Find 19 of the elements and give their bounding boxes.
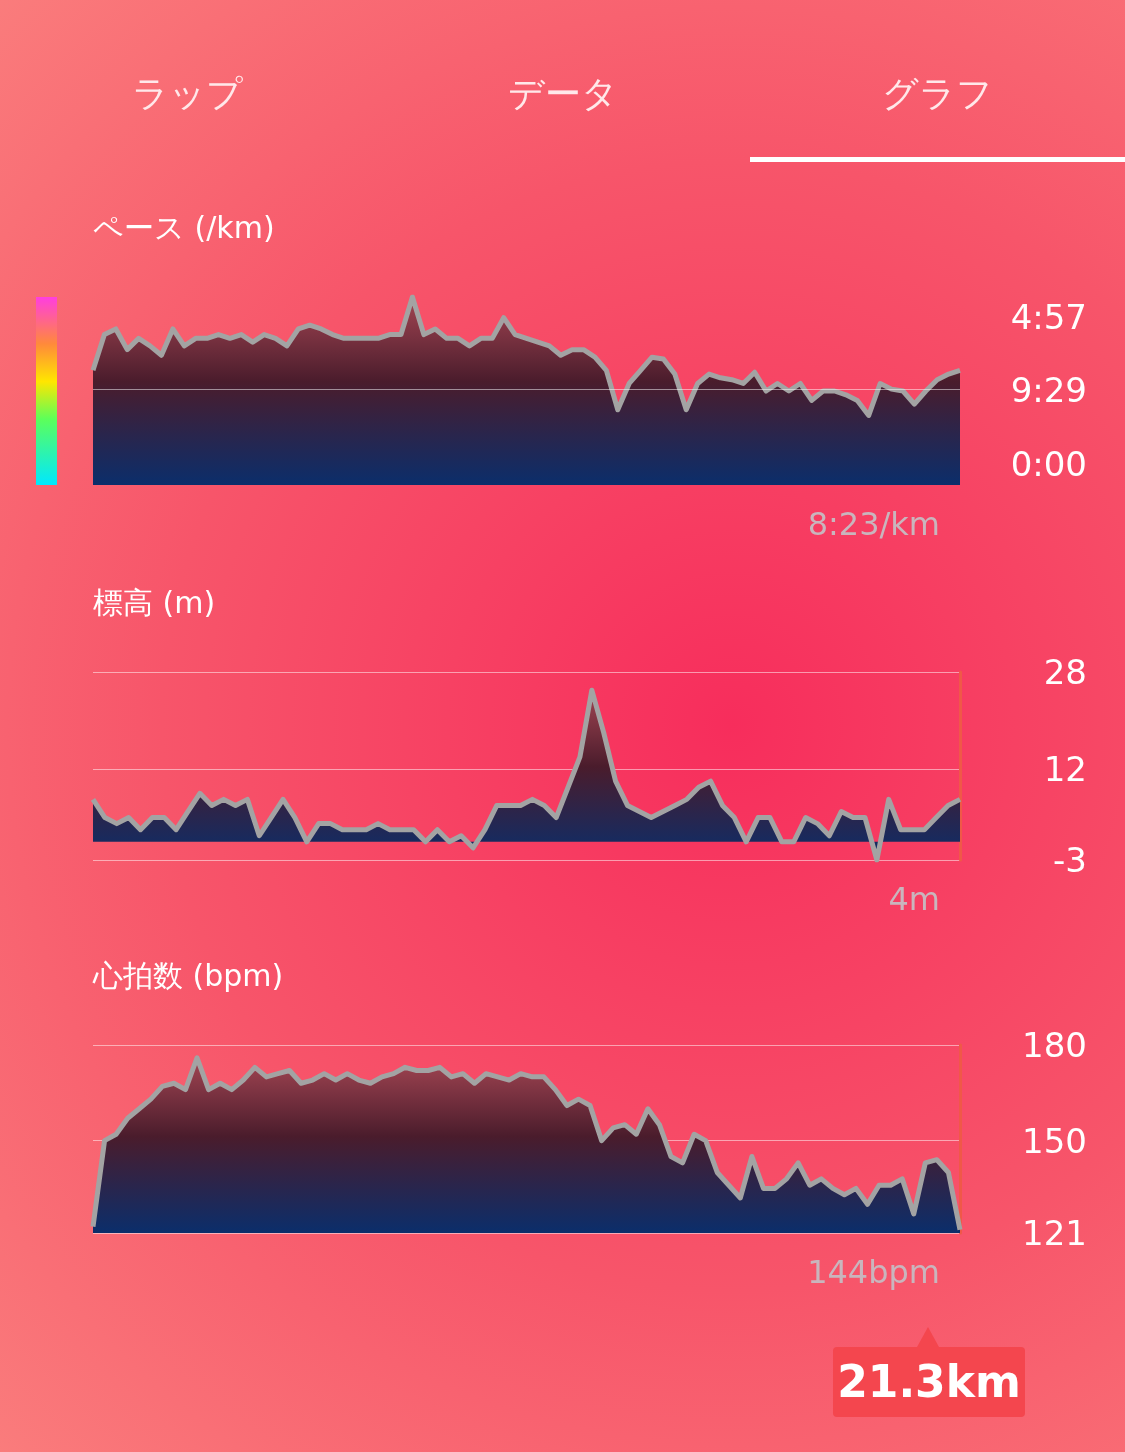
y-tick-label: -3 [1053, 840, 1087, 880]
text: 21.3km [833, 1347, 1025, 1417]
chart-title: 心拍数 (bpm) [93, 957, 284, 995]
text: 8:23/km [807, 505, 940, 543]
y-tick-label: 28 [1043, 652, 1087, 692]
text: ラップ [131, 72, 244, 116]
text: 4m [888, 880, 940, 918]
y-tick-label: 12 [1043, 749, 1087, 790]
text: 144bpm [807, 1253, 940, 1291]
text: 9:29 [1010, 370, 1087, 410]
y-tick-label: 180 [1022, 1025, 1087, 1065]
text: グラフ [881, 72, 994, 116]
chart-title: 標高 (m) [93, 584, 216, 622]
chart-title: ペース (/km) [93, 209, 275, 247]
text: 4:57 [1010, 297, 1087, 337]
text: データ [506, 72, 619, 116]
text: 0:00 [1010, 444, 1087, 484]
y-tick-label: 121 [1022, 1213, 1087, 1253]
y-tick-label: 150 [1022, 1120, 1087, 1161]
